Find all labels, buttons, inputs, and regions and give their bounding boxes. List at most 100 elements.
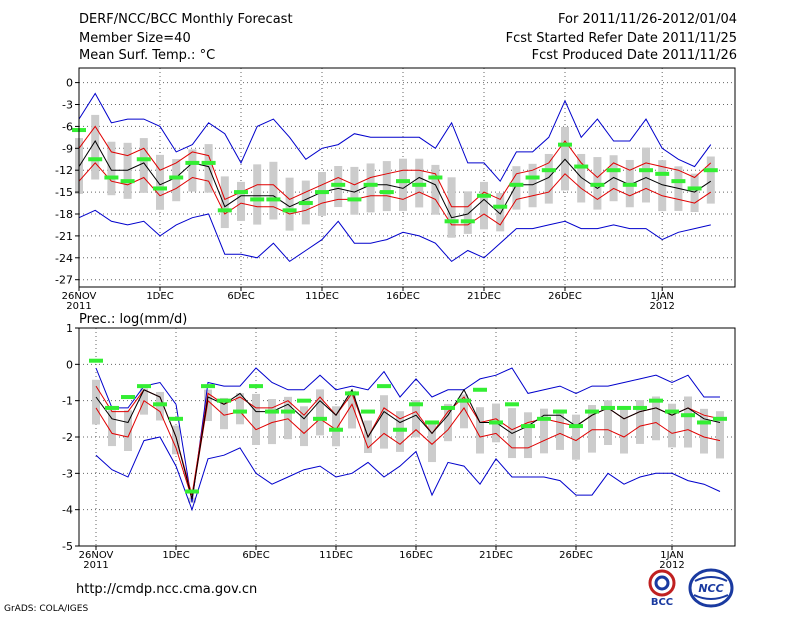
prec-box (236, 393, 244, 425)
temp-mean-marker (509, 182, 524, 187)
temp-box (463, 191, 472, 234)
prec-box (524, 412, 532, 459)
temp-box (172, 159, 181, 202)
prec-x-tick-label: 26DEC (559, 550, 593, 561)
prec-y-tick-label: -1 (62, 395, 73, 408)
prec-mean-marker (361, 409, 375, 414)
temp-box (528, 163, 537, 208)
prec-box (92, 379, 100, 425)
prec-x-tick-label: 26NOV (79, 550, 114, 561)
prec-min-line (95, 436, 721, 512)
source-url[interactable]: http://cmdp.ncc.cma.gov.cn (76, 582, 258, 597)
prec-y-tick-label: 0 (66, 358, 73, 371)
prec-box (124, 410, 132, 451)
prec-box (380, 395, 388, 449)
temp-box (123, 142, 132, 199)
temp-mean-marker (266, 197, 281, 202)
prec-x-tick-label: 11DEC (319, 550, 353, 561)
prec-mean-marker (249, 384, 263, 389)
temp-mean-marker (217, 208, 232, 213)
temp-mean-marker (379, 190, 394, 195)
temp-box (139, 138, 148, 193)
prec-box (540, 408, 548, 454)
prec-box (684, 396, 692, 448)
prec-mean-marker (185, 489, 199, 494)
temp-lower_quartile-line (78, 162, 712, 226)
prec-mean-marker (345, 391, 359, 396)
prec-box (572, 414, 580, 460)
temp-box (399, 158, 407, 211)
prec-mean-marker (633, 405, 647, 410)
bcc-logo-text: BCC (651, 597, 673, 607)
temp-box (91, 114, 100, 180)
prec-y-tick-label: -2 (62, 431, 73, 444)
temp-box (220, 176, 229, 229)
temp-mean-marker (639, 168, 653, 173)
prec-mean-marker (393, 427, 407, 432)
prec-mean-marker (409, 402, 423, 407)
temp-mean-marker (88, 157, 103, 162)
prec-mean-marker (89, 358, 103, 363)
temp-median-line (78, 140, 712, 219)
temp-mean-marker (347, 197, 362, 202)
temp-mean-marker (444, 219, 459, 224)
temp-mean-marker (396, 179, 410, 184)
prec-mean-marker (601, 405, 615, 410)
prec-mean-marker (697, 420, 711, 425)
temp-x-tick-year: 2012 (649, 301, 674, 312)
prec-y-tick-label: -3 (62, 467, 73, 480)
temp-mean-marker (250, 197, 265, 202)
prec-mean-marker (169, 416, 183, 421)
prec-box (636, 400, 644, 444)
temp-y-tick-label: -15 (55, 186, 73, 199)
temp-mean-marker (703, 168, 718, 173)
temp-mean-marker (525, 175, 540, 180)
ncc-logo-text: NCC (698, 582, 723, 595)
prec-mean-marker (313, 416, 327, 421)
temp-box (366, 163, 375, 213)
temp-box (269, 161, 278, 220)
prec-box (716, 411, 724, 459)
temp-y-tick-label: -6 (62, 120, 73, 133)
prec-y-tick-label: 1 (66, 322, 73, 335)
prec-box (588, 405, 596, 453)
prec-mean-marker (153, 402, 167, 407)
prec-mean-marker (217, 398, 231, 403)
temp-upper_quartile-line (78, 125, 712, 208)
temp-min-line (78, 209, 711, 263)
temp-box (480, 181, 488, 230)
temp-mean-marker (136, 157, 151, 162)
prec-mean-marker (489, 420, 503, 425)
prec-mean-marker (617, 405, 631, 410)
temp-x-tick-label: 26DEC (548, 291, 582, 302)
prec-box (668, 403, 676, 448)
prec-mean-marker (441, 405, 455, 410)
temp-box (382, 161, 391, 212)
temp-mean-marker (363, 182, 378, 187)
prec-box (444, 403, 452, 442)
temp-mean-marker (104, 175, 119, 180)
temp-x-tick-year: 2011 (66, 301, 91, 312)
prec-mean-marker (585, 409, 599, 414)
temp-y-tick-label: -3 (62, 99, 73, 112)
prec-box (332, 406, 340, 447)
prec-box (460, 394, 468, 429)
temp-box (690, 173, 699, 212)
temp-mean-marker (558, 142, 572, 147)
prec-mean-marker (473, 387, 487, 392)
prec-box (700, 408, 708, 454)
prec-box (316, 389, 324, 436)
temp-x-tick-label: 1JAN (650, 291, 673, 302)
temp-y-tick-label: -12 (55, 164, 73, 177)
prec-x-tick-label: 1JAN (660, 550, 683, 561)
prec-mean-marker (553, 409, 567, 414)
prec-box (428, 420, 436, 463)
prec-box (172, 425, 180, 455)
prec-mean-marker (297, 398, 311, 403)
temp-mean-marker (574, 164, 589, 169)
temp-box (204, 144, 213, 193)
temp-mean-marker (282, 208, 297, 213)
temp-max-line (78, 92, 712, 183)
ncc-logo: NCC (688, 568, 734, 608)
